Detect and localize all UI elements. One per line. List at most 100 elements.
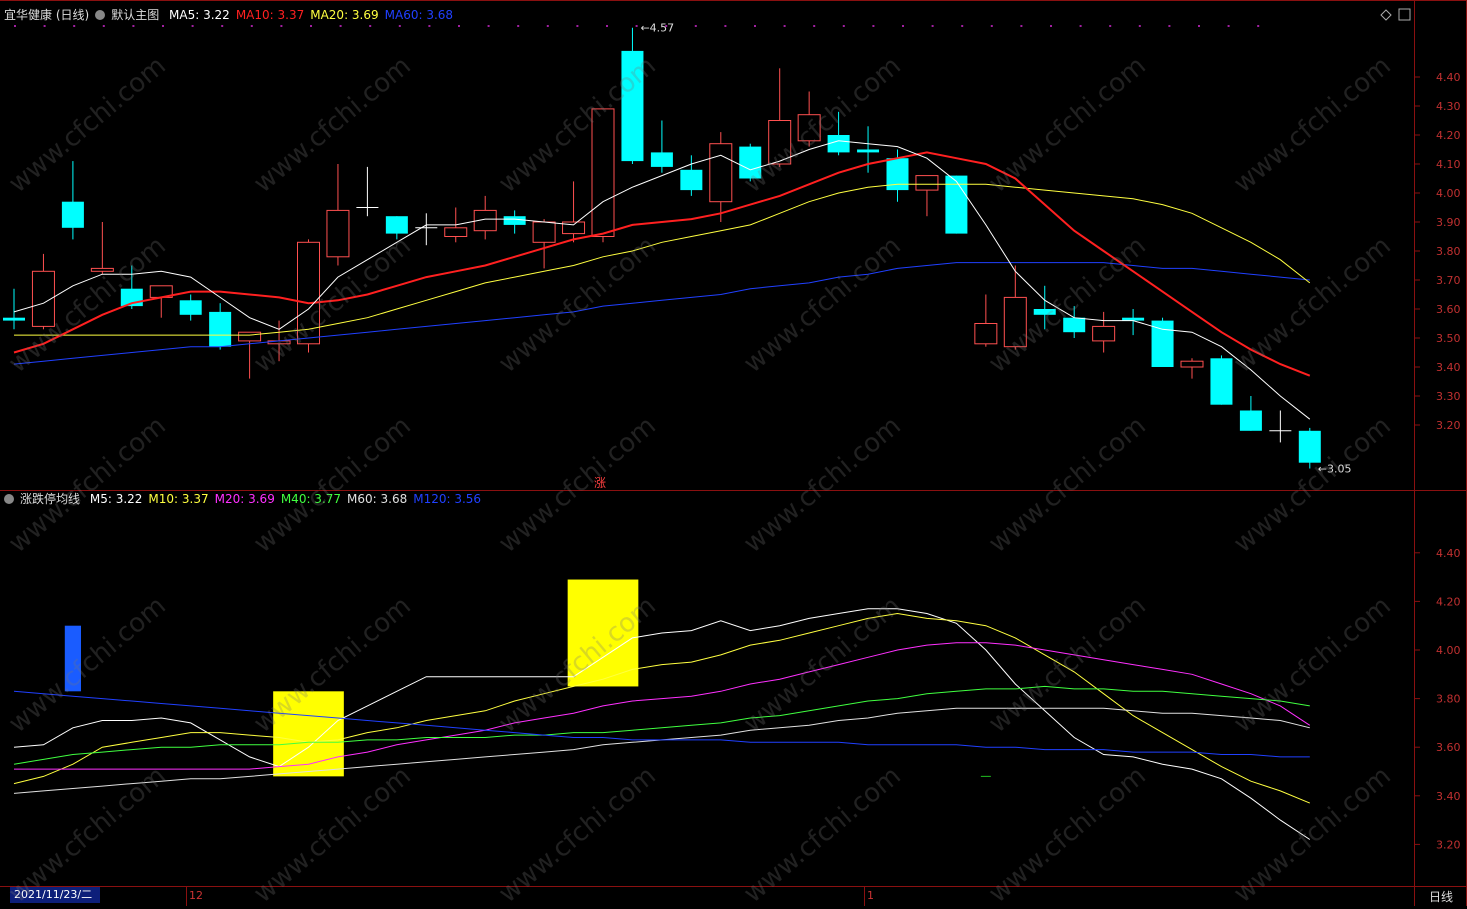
candle-down [1033,309,1056,315]
day-marker [872,25,875,27]
day-marker [339,25,342,27]
ma10-label: MA10: 3.37 [235,8,305,22]
m40-label: M40: 3.77 [280,492,342,506]
ma60-line [13,262,1310,365]
y-tick-label: 4.00 [1436,644,1461,657]
day-marker [1020,25,1023,27]
signal-block [567,579,639,687]
candle-up [31,270,55,327]
diamond-icon[interactable] [1380,9,1392,21]
indicator-name[interactable]: 涨跌停均线 [20,492,81,506]
day-marker [1079,25,1082,27]
day-marker [191,25,194,27]
y-tick-label: 4.20 [1436,595,1461,608]
period-button[interactable]: 日线 [1428,890,1453,904]
candle-down [209,311,232,347]
day-marker [1257,25,1260,27]
candle-down [621,50,644,162]
day-marker [102,25,105,27]
candle-down [680,169,703,191]
y-tick-label: 4.30 [1436,100,1461,113]
y-tick-label: 4.40 [1436,547,1461,560]
y-tick-label: 3.90 [1436,216,1461,229]
day-marker [665,25,668,27]
y-tick-label: 3.50 [1436,332,1461,345]
series-m120-line [13,690,1310,758]
day-marker [398,25,401,27]
candle-up [591,108,615,237]
candle-down [503,216,526,225]
day-marker [43,25,46,27]
ma20-label: MA20: 3.69 [310,8,379,22]
candle-up [444,227,468,238]
main-header: 宜华健康 (日线) 默认主图 MA5: 3.22 MA10: 3.37 MA20: 3… [4,7,459,23]
candle-up [326,209,350,258]
y-tick-label: 3.20 [1436,838,1461,851]
month-tick-dec: 12 [189,889,203,902]
indicator-dot-icon[interactable] [4,494,14,504]
y-tick-label: 4.00 [1436,187,1461,200]
series-m10-line [13,612,1310,804]
ma60-label: MA60: 3.68 [384,8,454,22]
day-marker [1227,25,1230,27]
day-marker [576,25,579,27]
series-m20-line [14,642,1311,770]
candle-down [857,149,880,153]
day-marker [694,25,697,27]
day-marker [73,25,76,27]
day-marker [990,25,993,27]
candle-up [90,267,114,272]
day-marker [369,25,372,27]
m10-label: M10: 3.37 [148,492,209,506]
day-marker [132,25,135,27]
candle-up [768,120,792,165]
sub-header: 涨跌停均线 M5: 3.22 M10: 3.37 M20: 3.69 M40: 3.7… [4,491,487,507]
y-tick-label: 3.30 [1436,390,1461,403]
ma20-line [14,183,1311,336]
series-m40-line [13,685,1310,765]
day-marker [635,25,638,27]
day-marker [1109,25,1112,27]
candle-down [886,158,909,191]
cursor-date: 2021/11/23/二 [10,887,100,903]
ma5-line [13,140,1311,420]
template-name[interactable]: 默认主图 [111,8,160,22]
y-tick-label: 4.20 [1436,129,1461,142]
candle-down [3,317,25,321]
maximize-icon[interactable] [1398,8,1411,21]
y-tick-label: 3.60 [1436,303,1461,316]
candle-down [1151,320,1174,367]
settings-dot-icon[interactable] [95,10,106,20]
y-tick-label: 3.20 [1436,419,1461,432]
y-tick-label: 3.80 [1436,693,1461,706]
day-marker [783,25,786,27]
candle-down [179,300,202,315]
candle-down [1298,430,1321,463]
candle-down [385,216,408,234]
m20-label: M20: 3.69 [214,492,275,506]
day-marker [1138,25,1141,27]
day-marker [754,25,756,27]
candle-up [915,175,939,191]
m60-label: M60: 3.68 [347,492,408,506]
stock-title[interactable]: 宜华健康 (日线) [4,8,90,22]
day-marker [724,25,727,27]
month-tick-jan: 1 [867,889,874,902]
y-tick-label: 3.70 [1436,274,1461,287]
candle-up [297,241,320,345]
candle-down [650,152,673,167]
day-marker [606,25,608,27]
y-tick-label: 3.40 [1436,361,1461,374]
day-marker [14,25,16,27]
candle-down [61,201,84,228]
candle-down [739,146,762,179]
candle-down [1210,358,1233,405]
candle-up [1092,325,1116,342]
y-tick-label: 4.10 [1436,158,1461,171]
day-marker [931,25,934,27]
day-marker [221,25,224,27]
day-marker [813,25,816,27]
